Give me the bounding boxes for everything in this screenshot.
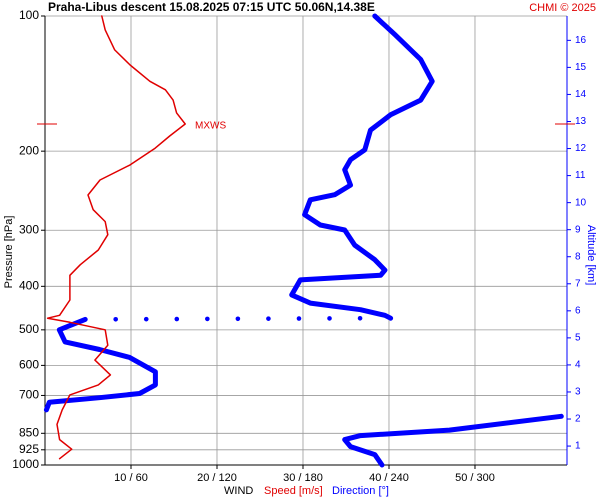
profile-line: [342, 413, 564, 468]
x-tick-label: 50 / 300: [455, 472, 495, 484]
x-tick-label: 10 / 60: [114, 472, 148, 484]
chart-title: Praha-Libus descent 15.08.2025 07:15 UTC…: [48, 0, 375, 14]
jump-dot: [327, 316, 332, 321]
x-axis-label-direction: Direction [°]: [332, 485, 389, 497]
y2-tick-label: 6: [575, 305, 581, 316]
y2-tick-label: 16: [575, 35, 587, 46]
y-tick-label: 200: [19, 143, 39, 157]
y2-tick-label: 4: [575, 360, 581, 371]
y2-tick-label: 15: [575, 62, 587, 73]
y2-axis-label: Altitude [km]: [585, 225, 597, 286]
y2-tick-label: 1: [575, 441, 581, 452]
profile-line: [289, 13, 435, 321]
y2-tick-label: 10: [575, 197, 587, 208]
jump-dot: [143, 316, 149, 322]
y-tick-label: 850: [19, 425, 39, 439]
y-tick-label: 600: [19, 358, 39, 372]
x-tick-label: 30 / 180: [283, 472, 323, 484]
jump-dot: [113, 317, 118, 322]
y-tick-label: 700: [19, 388, 39, 402]
y-tick-label: 400: [19, 278, 39, 292]
jump-dot: [205, 316, 210, 322]
jump-dot: [357, 316, 363, 321]
y-tick-label: 100: [19, 8, 39, 22]
x-axis-label: WIND: [224, 485, 253, 497]
y2-tick-label: 8: [575, 251, 581, 262]
x-tick-label: 20 / 120: [197, 472, 237, 484]
mxws-label: MXWS: [195, 121, 226, 132]
y2-tick-label: 2: [575, 414, 581, 425]
y2-tick-label: 12: [575, 143, 587, 154]
y2-tick-label: 11: [575, 170, 586, 181]
jump-dot: [266, 316, 271, 321]
jump-dot: [235, 316, 241, 322]
y2-tick-label: 3: [575, 387, 581, 398]
y-tick-label: 500: [19, 322, 39, 336]
credit: CHMI © 2025: [529, 2, 596, 14]
y-tick-label: 925: [19, 442, 39, 456]
y-tick-label: 1000: [12, 457, 39, 471]
jump-dot: [296, 316, 302, 321]
y2-tick-label: 13: [575, 116, 587, 127]
jump-dot: [174, 316, 180, 322]
profile-line: [46, 15, 186, 460]
y2-tick-label: 7: [575, 278, 581, 289]
y2-tick-label: 9: [575, 224, 581, 235]
x-axis-label-speed: Speed [m/s]: [264, 485, 323, 497]
y2-tick-label: 5: [575, 333, 581, 344]
y2-tick-label: 14: [575, 89, 587, 100]
y-tick-label: 300: [19, 222, 39, 236]
x-tick-label: 40 / 240: [369, 472, 409, 484]
y-axis-label: Pressure [hPa]: [3, 216, 15, 289]
profile-line: [43, 316, 158, 413]
